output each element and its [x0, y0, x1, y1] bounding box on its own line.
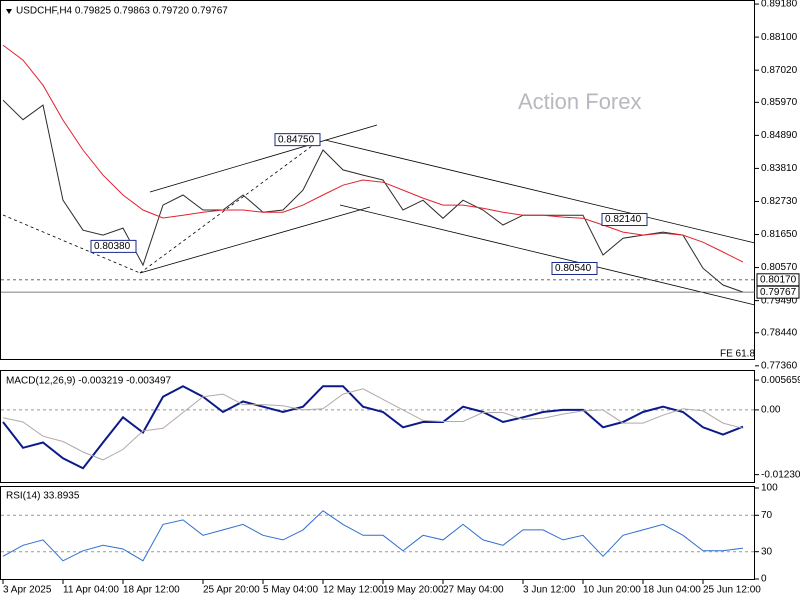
rsi-title: RSI(14) 33.8935	[6, 491, 80, 502]
x-tick-label: 18 Jun 04:00	[643, 585, 701, 596]
series-line	[2, 385, 744, 470]
x-tick-label: 3 Jun 12:00	[523, 585, 576, 596]
x-tick-label: 12 May 12:00	[323, 585, 384, 596]
y-tick-label: 0.84890	[761, 130, 798, 141]
series-line	[2, 510, 744, 562]
annotation-box	[90, 239, 137, 253]
y-tick-label: 0.78440	[761, 327, 798, 338]
y-tick-label: 0.80570	[761, 262, 798, 273]
series-line	[2, 388, 744, 461]
x-tick-label: 5 May 04:00	[263, 585, 318, 596]
price-label: 0.79767	[760, 287, 797, 298]
y-tick-label: 30	[761, 546, 773, 557]
x-tick-label: 3 Apr 2025	[3, 585, 52, 596]
x-tick-label: 25 Jun 12:00	[703, 585, 761, 596]
annotation-box	[601, 213, 648, 227]
y-tick-label: 0.88100	[761, 32, 798, 43]
macd-panel	[0, 370, 755, 483]
annotation-label: 0.80380	[94, 241, 131, 252]
fe-label: FE 61.8	[720, 349, 755, 360]
y-tick-label: 0.81650	[761, 229, 798, 240]
x-tick-label: 11 Apr 04:00	[63, 585, 119, 596]
dropdown-icon	[6, 9, 12, 14]
x-tick-label: 19 May 20:00	[383, 585, 444, 596]
y-tick-label: 0	[761, 574, 767, 585]
annotation-box	[551, 261, 598, 275]
x-tick-label: 27 May 04:00	[443, 585, 504, 596]
y-tick-label: 0.77360	[761, 360, 798, 371]
series-line	[2, 99, 744, 293]
macd-title: MACD(12,26,9) -0.003219 -0.003497	[6, 376, 172, 387]
trendlines	[2, 124, 756, 306]
y-tick-label: 70	[761, 510, 773, 521]
annotation-label: 0.80540	[555, 263, 592, 274]
y-tick-label: 0.85970	[761, 97, 798, 108]
x-tick-label: 25 Apr 20:00	[203, 585, 260, 596]
price-panel	[0, 0, 755, 360]
y-tick-label: 100	[761, 483, 778, 494]
annotation-label: 0.82140	[605, 214, 642, 225]
annotation-box	[274, 133, 321, 147]
price-label-box	[756, 285, 800, 299]
y-tick-label: 0.005659	[761, 375, 800, 386]
x-tick-label: 10 Jun 20:00	[583, 585, 641, 596]
y-tick-label: 0.82730	[761, 196, 798, 207]
x-tick-label: 18 Apr 12:00	[123, 585, 180, 596]
y-tick-label: 0.00	[761, 405, 781, 416]
y-tick-label: 0.87020	[761, 65, 798, 76]
watermark: Action Forex	[518, 89, 642, 114]
y-tick-label: 0.79490	[761, 295, 798, 306]
rsi-panel	[0, 486, 755, 580]
chart-header: USDCHF,H4 0.79825 0.79863 0.79720 0.7976…	[16, 6, 228, 17]
y-tick-label: 0.83810	[761, 163, 798, 174]
annotation-label: 0.84750	[278, 134, 315, 145]
price-label: 0.80170	[760, 274, 797, 285]
y-tick-label: 0.89180	[761, 0, 798, 10]
series-line	[2, 44, 744, 263]
